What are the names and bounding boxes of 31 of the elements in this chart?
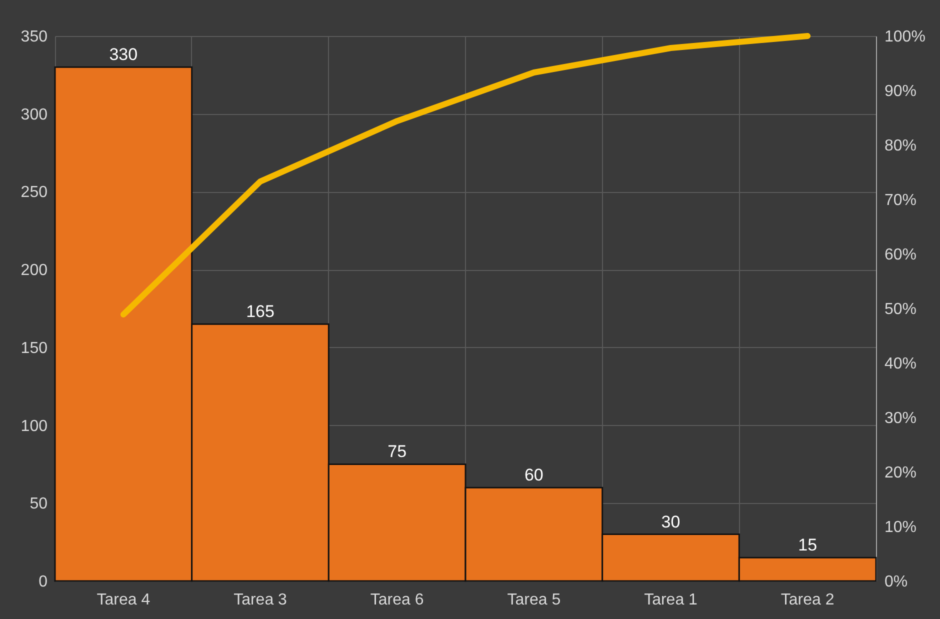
y2-tick-label: 0%: [884, 574, 908, 590]
y2-tick-label: 90%: [884, 83, 917, 100]
data-label: 15: [798, 536, 818, 555]
y2-tick-label: 60%: [884, 246, 917, 264]
y2-tick-label: 40%: [884, 356, 917, 372]
data-label: 75: [388, 442, 407, 462]
data-label: 330: [109, 45, 138, 64]
y2-tick-label: 30%: [884, 410, 917, 427]
x-tick-label: Tarea 1: [644, 592, 698, 608]
y-tick-label: 150: [20, 340, 48, 357]
x-tick-label: Tarea 2: [780, 592, 834, 608]
y-tick-label: 0: [38, 574, 48, 590]
data-label: 165: [246, 302, 274, 322]
y-tick-label: 300: [20, 106, 48, 124]
y2-tick-label: 80%: [884, 138, 917, 154]
y-tick-label: 250: [20, 184, 48, 202]
data-label: 60: [524, 466, 544, 485]
x-tick-label: Tarea 5: [507, 592, 561, 608]
y-tick-label: 200: [20, 262, 48, 280]
y2-tick-label: 10%: [884, 519, 917, 536]
data-label: 30: [661, 512, 680, 532]
y2-tick-label: 70%: [884, 192, 917, 209]
x-tick-label: Tarea 6: [370, 592, 424, 608]
y-tick-label: 350: [20, 28, 48, 46]
x-tick-label: Tarea 3: [234, 592, 288, 608]
x-tick-label: Tarea 4: [96, 592, 150, 608]
y2-tick-label: 50%: [884, 301, 917, 318]
y2-tick-label: 20%: [884, 464, 917, 482]
y-tick-label: 50: [30, 496, 48, 513]
y2-tick-label: 100%: [884, 28, 926, 46]
y-tick-label: 100: [20, 418, 48, 435]
